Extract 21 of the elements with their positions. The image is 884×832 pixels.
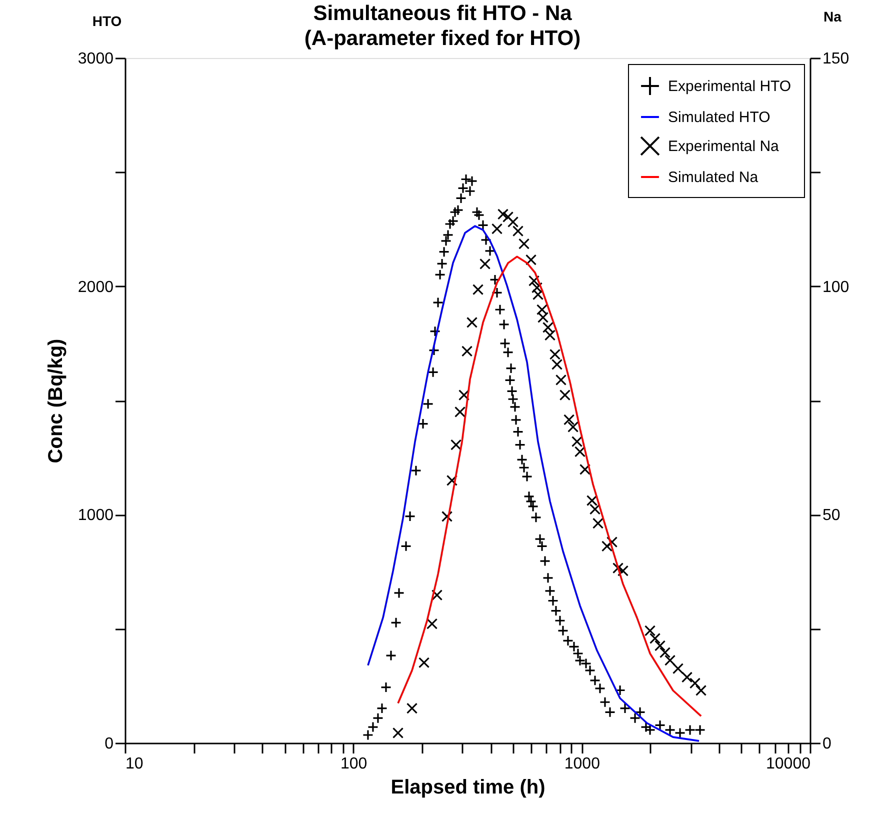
y2-tick-label: 150 — [822, 50, 850, 68]
y-tick-label: 2000 — [78, 278, 114, 296]
text: HTO — [92, 13, 122, 29]
legend-label: Experimental Na — [668, 138, 780, 155]
y-tick-label: 0 — [104, 736, 114, 752]
y2-axis-title: Na — [824, 8, 842, 24]
y2-tick-label: 0 — [822, 736, 832, 752]
x-tick-label: 1000 — [564, 756, 600, 772]
legend-label: Simulated HTO — [668, 109, 770, 126]
y-tick-label: 3000 — [78, 50, 114, 68]
legend-label: Simulated Na — [668, 169, 759, 186]
x-tick-label: 10000 — [766, 756, 811, 772]
legend-label: Experimental HTO — [668, 78, 792, 95]
y2-tick-label: 50 — [822, 507, 840, 524]
x-tick-label: 10 — [126, 756, 144, 772]
y-tick-label: 1000 — [78, 507, 114, 524]
x-axis-title: Elapsed time (h) — [390, 776, 546, 798]
y-axis-title: Conc (Bq/kg) — [44, 338, 67, 464]
x-tick-label: 100 — [340, 756, 368, 772]
chart-title: Simultaneous fit HTO - Na (A-parameter fixed for HTO) — [304, 2, 581, 50]
y2-tick-label: 100 — [822, 278, 850, 296]
